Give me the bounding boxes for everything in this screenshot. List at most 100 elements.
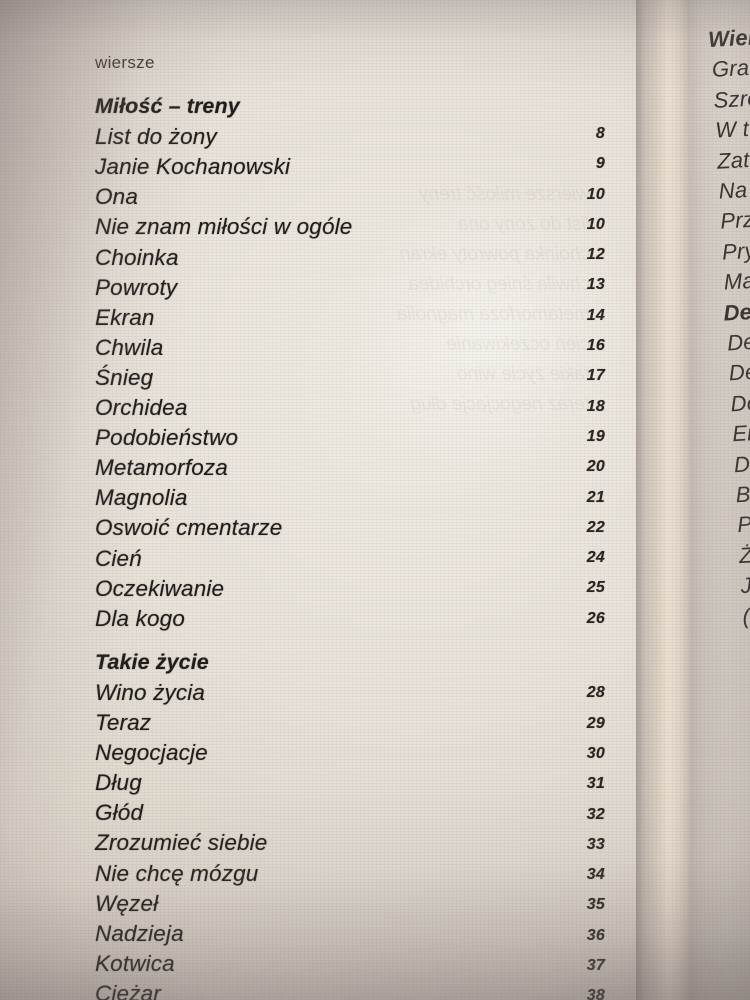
toc-entry-title: Orchidea <box>95 395 188 420</box>
toc-entry[interactable]: Chwila 16 <box>95 334 605 367</box>
toc-entry[interactable]: Orchidea 18 <box>95 395 605 427</box>
facing-page-line: D <box>733 450 750 477</box>
toc-entry-page-number: 10 <box>586 185 605 203</box>
toc-entry-title: Ekran <box>95 304 155 330</box>
toc-entry[interactable]: Janie Kochanowski 9 <box>95 156 605 186</box>
toc-entry-page-number: 21 <box>586 488 605 506</box>
toc-entry[interactable]: Magnolia 21 <box>95 487 605 517</box>
toc-entry[interactable]: Cień 24 <box>95 545 605 578</box>
toc-entry[interactable]: Węzeł 35 <box>95 890 605 923</box>
facing-page-line: De <box>722 298 750 326</box>
toc-entry-title: Zrozumieć siebie <box>95 830 268 856</box>
toc-entry-title: Oswoić cmentarze <box>95 515 283 541</box>
toc-entry-title: Choinka <box>95 244 179 270</box>
toc-entry-title: Ciężar <box>95 980 161 1000</box>
toc-entry-page-number: 38 <box>586 987 605 1000</box>
toc-entry[interactable]: Ona 10 <box>95 186 605 216</box>
toc-entry-title: Dla kogo <box>95 605 186 631</box>
toc-entry[interactable]: Choinka 12 <box>95 244 605 277</box>
toc-entry-title: Cień <box>95 545 142 571</box>
toc-entry[interactable]: Ciężar 38 <box>95 980 605 1000</box>
facing-page-line: De <box>726 328 750 356</box>
toc-entry-page-number: 31 <box>586 775 605 793</box>
toc-entry-page-number: 37 <box>586 957 605 975</box>
toc-section-heading-row: Takie życie <box>95 649 605 682</box>
toc-entry-title: Dług <box>95 770 142 796</box>
toc-entry-title: Węzeł <box>95 890 159 916</box>
toc-entry[interactable]: Podobieństwo 19 <box>95 427 605 457</box>
toc-entry[interactable]: Zrozumieć siebie 33 <box>95 832 605 862</box>
toc-entry[interactable]: List do żony 8 <box>95 126 605 156</box>
toc-entry-title: Oczekiwanie <box>95 575 225 601</box>
table-of-contents: Miłość – treny List do żony 8 Janie Kochano… <box>95 94 605 1000</box>
facing-page-line: W t <box>714 116 750 143</box>
facing-page-line: Pry <box>721 237 750 265</box>
toc-entry-page-number: 25 <box>586 579 605 597</box>
toc-entry-page-number: 16 <box>586 337 605 355</box>
toc-entry[interactable]: Teraz 29 <box>95 710 605 742</box>
toc-entry-page-number: 18 <box>586 397 605 415</box>
facing-page-line: Na <box>718 177 748 204</box>
toc-entry[interactable]: Dla kogo 26 <box>95 605 605 638</box>
toc-entry-page-number: 20 <box>586 458 605 476</box>
facing-page-line: B <box>734 481 750 508</box>
toc-entry[interactable]: Nie chcę mózgu 34 <box>95 860 605 893</box>
toc-entry-page-number: 34 <box>586 866 605 884</box>
toc-entry-page-number: 32 <box>586 805 605 823</box>
toc-entry[interactable]: Metamorfoza 20 <box>95 457 605 487</box>
toc-entry[interactable]: Dług 31 <box>95 772 605 802</box>
toc-entry-title: Śnieg <box>95 364 154 390</box>
toc-entry-title: Ona <box>95 184 138 210</box>
toc-entry-page-number: 28 <box>586 684 605 702</box>
toc-entry[interactable]: Kotwica 37 <box>95 952 605 983</box>
toc-entry-page-number: 26 <box>586 609 605 627</box>
toc-entry-page-number: 13 <box>586 276 605 294</box>
toc-section-heading: Miłość – treny <box>95 94 240 118</box>
toc-entry-page-number: 24 <box>586 549 605 567</box>
toc-entry[interactable]: Negocjacje 30 <box>95 742 605 772</box>
facing-page-line: Ma <box>723 268 750 295</box>
toc-entry-page-number: 30 <box>586 744 605 762</box>
toc-entry[interactable]: Głód 32 <box>95 802 605 832</box>
toc-entry-title: Powroty <box>95 274 178 300</box>
facing-page-line: P <box>736 511 750 538</box>
toc-entry[interactable]: Nadzieja 36 <box>95 920 605 953</box>
toc-entry-title: Janie Kochanowski <box>95 154 291 180</box>
toc-entry-title: Nie chcę mózgu <box>95 860 259 886</box>
toc-entry-page-number: 35 <box>586 896 605 914</box>
toc-entry[interactable]: Śnieg 17 <box>95 364 605 397</box>
toc-entry-title: Chwila <box>95 334 164 360</box>
facing-page-line: En <box>731 419 750 447</box>
facing-page-line: Wiek <box>707 24 750 53</box>
facing-page-line: Do <box>729 389 750 417</box>
toc-entry[interactable]: Nie znam miłości w ogóle 10 <box>95 216 605 246</box>
toc-entry-title: Teraz <box>95 710 152 735</box>
toc-entry-title: Metamorfoza <box>95 455 228 481</box>
toc-section-heading-row: Miłość – treny <box>95 94 605 126</box>
toc-entry[interactable]: Oczekiwanie 25 <box>95 575 605 608</box>
toc-entry[interactable]: Powroty 13 <box>95 274 605 307</box>
toc-entry-page-number: 29 <box>586 714 605 732</box>
toc-entry[interactable]: Wino życia 28 <box>95 679 605 712</box>
facing-page-line: ( <box>741 603 750 629</box>
toc-entry-page-number: 12 <box>586 246 605 264</box>
toc-entry-title: Nie znam miłości w ogóle <box>95 214 353 240</box>
toc-entry-page-number: 36 <box>586 926 605 944</box>
toc-entry[interactable]: Oswoić cmentarze 22 <box>95 517 605 547</box>
toc-entry-title: Podobieństwo <box>95 425 239 451</box>
toc-section-heading: Takie życie <box>95 649 209 674</box>
facing-page-line: Prze <box>719 206 750 235</box>
toc-entry-title: Magnolia <box>95 485 188 511</box>
toc-entry-title: Wino życia <box>95 679 206 705</box>
toc-entry-page-number: 33 <box>586 835 605 853</box>
toc-entry-title: Nadzieja <box>95 920 184 946</box>
facing-page-line: J <box>740 572 750 599</box>
toc-entry-page-number: 10 <box>586 215 605 233</box>
toc-entry[interactable]: Ekran 14 <box>95 304 605 337</box>
facing-page-line: Zatr <box>716 146 750 174</box>
toc-entry-page-number: 14 <box>586 306 605 324</box>
toc-entry-title: List do żony <box>95 124 217 150</box>
toc-entry-page-number: 9 <box>595 155 605 173</box>
facing-page-line: Szro <box>712 85 750 113</box>
